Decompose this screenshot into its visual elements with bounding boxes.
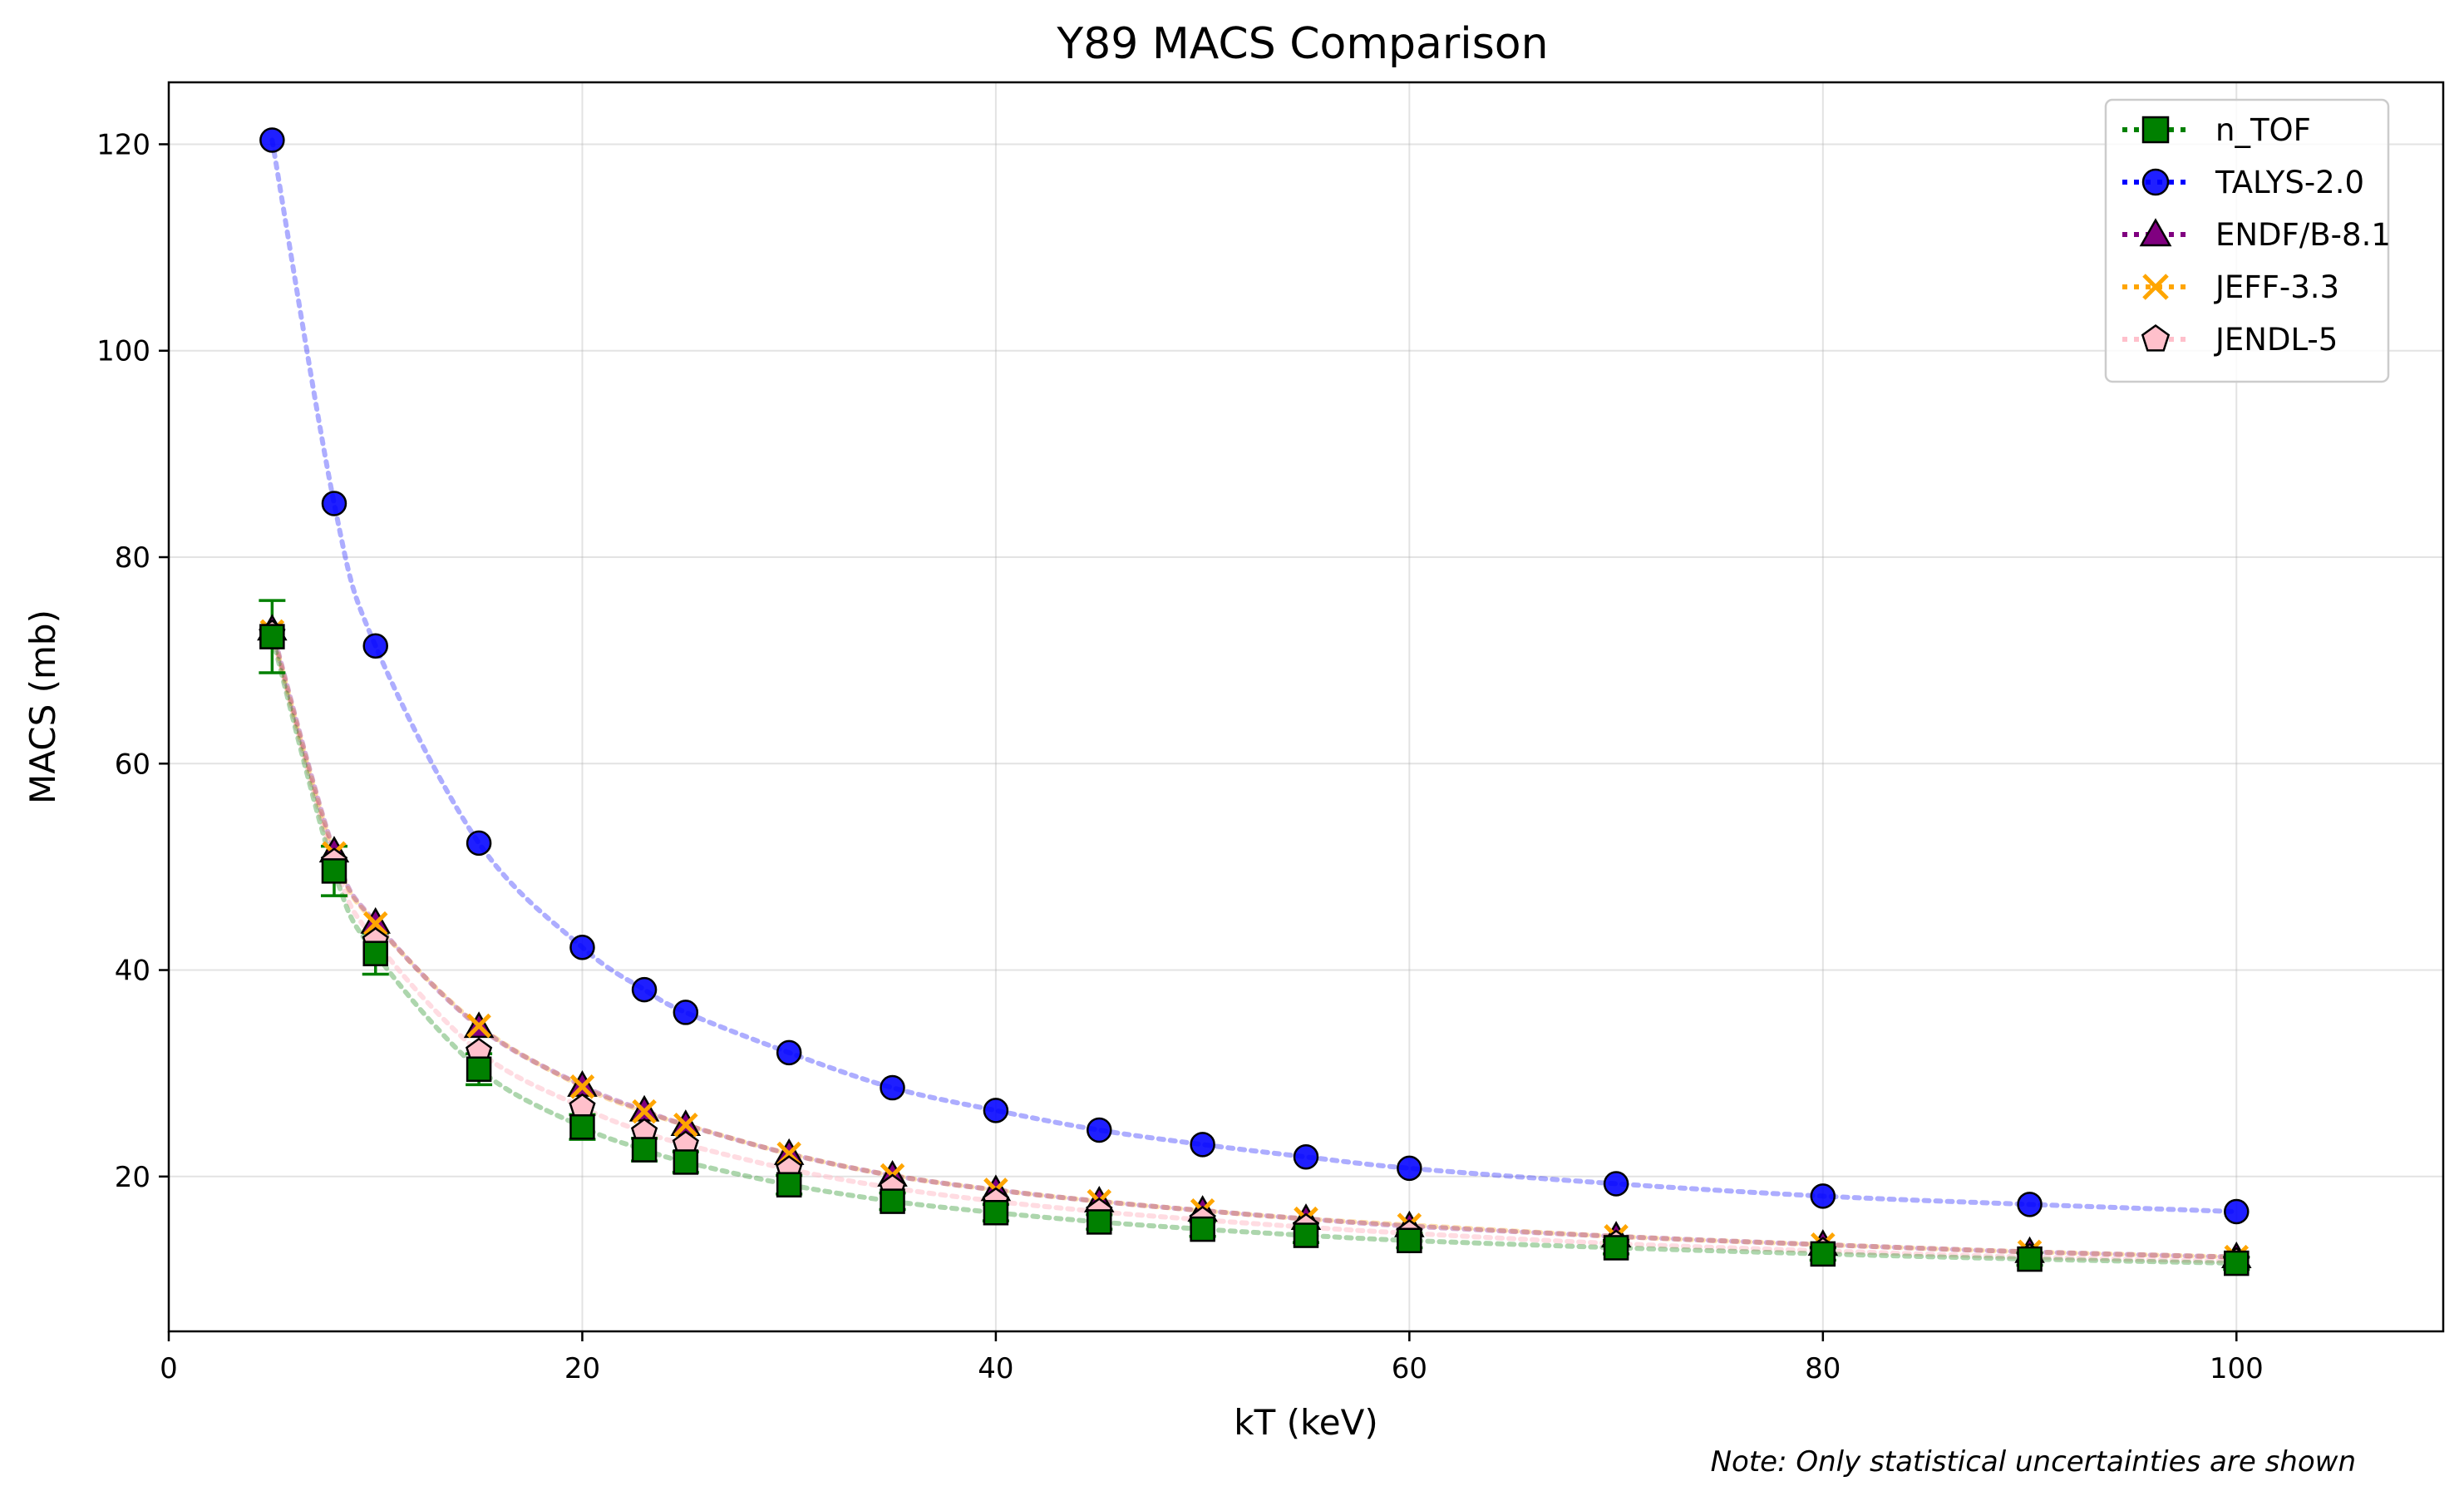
data-point [2141, 168, 2170, 196]
data-point [2141, 323, 2171, 352]
data-point [1293, 1222, 1319, 1248]
x-tick-label: 20 [564, 1352, 600, 1385]
x-tick-label: 40 [978, 1352, 1013, 1385]
data-point [2224, 1250, 2250, 1276]
x-tick-label: 60 [1392, 1352, 1427, 1385]
y-tick-label: 100 [96, 335, 150, 368]
data-point [466, 830, 492, 857]
data-point [466, 1013, 491, 1039]
data-point [1190, 1132, 1215, 1158]
data-point [569, 934, 595, 960]
y-axis-label: MACS (mb) [22, 610, 63, 804]
data-point [569, 1074, 595, 1099]
data-point [1397, 1155, 1422, 1182]
data-point [1603, 1235, 1629, 1261]
data-point [2017, 1192, 2043, 1217]
series-line [269, 634, 2240, 1266]
data-point [673, 1149, 699, 1175]
series-line [269, 630, 2240, 1264]
data-point [1293, 1143, 1319, 1170]
data-point [983, 1098, 1009, 1123]
data-point [1087, 1209, 1112, 1235]
data-point [631, 1137, 658, 1163]
y-tick-label: 40 [115, 955, 150, 988]
data-point [1810, 1241, 1836, 1267]
legend-label: TALYS-2.0 [2215, 165, 2364, 200]
series-markers [257, 127, 2252, 1276]
legend-label: JENDL-5 [2214, 322, 2338, 358]
data-point [1397, 1227, 1422, 1254]
data-point [880, 1074, 905, 1101]
data-point [362, 633, 388, 659]
data-point [673, 1112, 698, 1138]
data-point [1603, 1171, 1629, 1197]
data-point [2139, 218, 2172, 247]
x-tick-label: 80 [1805, 1352, 1841, 1385]
chart-title: Y89 MACS Comparison [1056, 19, 1548, 69]
series-lines [269, 137, 2240, 1266]
data-point [1087, 1117, 1112, 1143]
grid-lines [168, 82, 2443, 1331]
data-point [321, 858, 347, 884]
data-point [259, 127, 285, 153]
data-point [362, 941, 388, 966]
data-point [569, 1113, 595, 1140]
legend-label: JEFF-3.3 [2214, 269, 2339, 305]
y-tick-label: 80 [115, 541, 150, 575]
series-line [269, 137, 2240, 1215]
series-line [269, 629, 2240, 1260]
data-point [2142, 274, 2169, 300]
y-tick-label: 60 [115, 748, 150, 781]
data-point [776, 1039, 802, 1066]
data-point [1190, 1216, 1215, 1242]
data-point [362, 911, 388, 936]
y-tick-label: 120 [96, 128, 150, 161]
data-point [259, 624, 285, 649]
x-axis-label: kT (keV) [1234, 1402, 1378, 1443]
legend-box [2104, 98, 2390, 383]
data-point [321, 491, 347, 516]
data-point [2141, 116, 2170, 144]
data-point [2017, 1246, 2043, 1272]
plot-frame [167, 81, 2445, 1333]
data-point [983, 1199, 1009, 1226]
data-point [632, 1099, 657, 1124]
series-line [269, 626, 2240, 1260]
x-tick-label: 0 [160, 1352, 178, 1385]
y-tick-label: 20 [115, 1161, 150, 1194]
error-bars [259, 599, 2250, 1271]
data-point [880, 1188, 905, 1214]
data-point [2224, 1198, 2250, 1225]
data-point [466, 1056, 492, 1082]
axis-ticks: 0 20 40 60 80 100 20 40 60 80 100 120 [96, 128, 2264, 1385]
legend-label: ENDF/B-8.1 [2215, 217, 2391, 253]
data-point [673, 1000, 699, 1025]
x-tick-label: 100 [2210, 1352, 2264, 1385]
data-point [776, 1172, 802, 1197]
data-point [631, 976, 658, 1003]
legend: n_TOF TALYS-2.0 ENDF/B-8.1 JEFF-3.3 JENDL-5 [2104, 98, 2391, 383]
data-point [1810, 1183, 1836, 1209]
uncertainty-note: Note: Only statistical uncertainties are… [1711, 1445, 2356, 1479]
legend-label: n_TOF [2215, 112, 2311, 148]
